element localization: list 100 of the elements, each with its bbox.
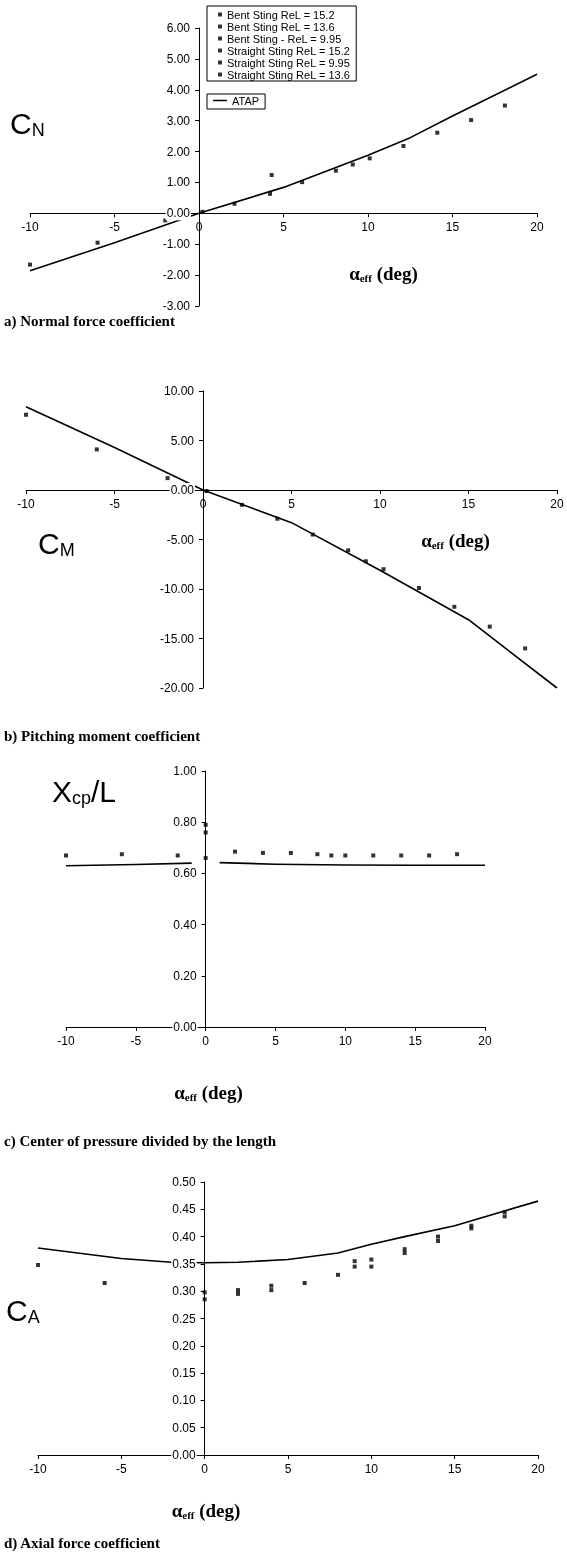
y-tick-label: 4.00 <box>166 82 191 97</box>
y-tick-label: 0.40 <box>173 917 197 932</box>
y-tick-label: 0.10 <box>172 1393 196 1408</box>
y-tick-label: 1.00 <box>173 764 197 778</box>
text: a) Normal force coefficient <box>4 312 175 330</box>
point <box>165 476 170 481</box>
y-tick-label: 0.00 <box>172 1448 196 1462</box>
x-tick-label: -5 <box>109 497 121 511</box>
x-tick-label: 10 <box>373 497 387 511</box>
x-tick-label: 5 <box>272 1034 280 1048</box>
point <box>371 853 376 858</box>
y-tick-label: 0.15 <box>172 1366 196 1381</box>
x-tick-label: 20 <box>530 220 544 235</box>
y-tick-label: -10.00 <box>159 582 195 596</box>
point <box>102 1281 107 1286</box>
point <box>302 1281 307 1286</box>
x-tick-label: 0 <box>202 1034 210 1048</box>
x-axis-title: αeff (deg) <box>421 529 490 552</box>
point <box>269 173 274 178</box>
x-tick-label: 15 <box>461 497 476 511</box>
point <box>175 853 180 858</box>
x-tick-label: 5 <box>284 1462 292 1476</box>
point <box>402 1247 407 1252</box>
y-tick-label: 0.60 <box>173 866 197 881</box>
point <box>94 447 99 452</box>
y-tick-label: 0.00 <box>173 1020 197 1034</box>
y-tick-label: 0.00 <box>166 206 191 221</box>
x-tick-label: -10 <box>29 1462 47 1476</box>
x-axis-title: αeff (deg) <box>171 1499 241 1522</box>
y-tick-label: -15.00 <box>159 631 195 646</box>
point <box>452 604 457 609</box>
point <box>436 1238 440 1243</box>
y-tick-label: -20.00 <box>159 681 195 695</box>
point <box>523 646 528 651</box>
y-tick-label: 0.35 <box>172 1256 196 1271</box>
point <box>367 156 372 161</box>
y-tick-label: 5.00 <box>166 51 191 66</box>
x-tick-label: 5 <box>280 220 288 235</box>
y-tick-label: -1.00 <box>162 237 191 252</box>
point <box>455 852 460 857</box>
text: c) Center of pressure divided by the length <box>4 1132 277 1150</box>
point <box>269 1283 274 1288</box>
point <box>381 567 386 572</box>
y-tick-label: -2.00 <box>162 268 191 283</box>
point <box>399 853 404 858</box>
point <box>36 1262 40 1267</box>
y-tick-label: 10.00 <box>163 384 195 398</box>
x-tick-label: -10 <box>21 220 39 235</box>
x-tick-label: 10 <box>338 1034 353 1048</box>
point <box>502 1214 507 1219</box>
x-axis-title: αeff (deg) <box>174 1081 243 1104</box>
x-tick-label: -5 <box>116 1462 127 1476</box>
y-tick-label: 0.25 <box>172 1311 196 1326</box>
point <box>233 849 237 854</box>
legend-label: Straight Sting ReL = 9.95 <box>227 56 350 69</box>
point <box>333 168 338 173</box>
point <box>352 1259 357 1264</box>
point <box>369 1257 374 1262</box>
x-tick-label: 20 <box>531 1462 545 1476</box>
legend-label: Bent Sting ReL = 15.2 <box>227 8 335 21</box>
x-tick-label: -10 <box>17 497 35 511</box>
point <box>436 1234 440 1239</box>
point <box>487 624 492 629</box>
point <box>24 412 28 417</box>
x-tick-label: 15 <box>408 1034 423 1048</box>
point <box>346 548 351 553</box>
point <box>236 1288 240 1293</box>
point <box>502 103 507 108</box>
point <box>269 1288 274 1293</box>
point <box>260 850 265 855</box>
x-axis-title: αeff (deg) <box>349 262 418 285</box>
point <box>64 853 68 858</box>
point <box>343 853 348 858</box>
point <box>329 853 334 858</box>
point <box>469 118 474 123</box>
y-tick-label: 0.50 <box>172 1175 196 1189</box>
y-tick-label: 2.00 <box>166 144 191 159</box>
x-tick-label: 20 <box>550 497 564 511</box>
x-tick-label: -5 <box>109 220 121 235</box>
y-tick-label: 6.00 <box>166 21 191 35</box>
x-tick-label: 10 <box>361 220 375 235</box>
legend-label: ATAP <box>232 94 260 107</box>
y-tick-label: 0.20 <box>173 968 197 983</box>
legend-label: Straight Sting ReL = 13.6 <box>227 68 350 81</box>
point <box>402 1250 407 1255</box>
legend-label: Bent Sting - ReL = 9.95 <box>227 32 342 45</box>
text: d) Axial force coefficient <box>4 1534 160 1552</box>
y-tick-label: 0.45 <box>172 1202 196 1217</box>
point <box>288 850 293 855</box>
y-tick-label: 0.05 <box>172 1420 196 1435</box>
text: b) Pitching moment coefficient <box>4 727 201 745</box>
y-tick-label: -5.00 <box>166 532 195 547</box>
x-tick-label: -5 <box>130 1034 142 1048</box>
legend-label: Bent Sting ReL = 13.6 <box>227 20 335 33</box>
point <box>352 1264 357 1269</box>
x-tick-label: 20 <box>478 1034 492 1048</box>
legend-label: Straight Sting ReL = 15.2 <box>227 44 350 57</box>
point <box>28 262 32 267</box>
y-tick-label: 1.00 <box>166 175 191 190</box>
x-tick-label: 0 <box>201 1462 209 1476</box>
